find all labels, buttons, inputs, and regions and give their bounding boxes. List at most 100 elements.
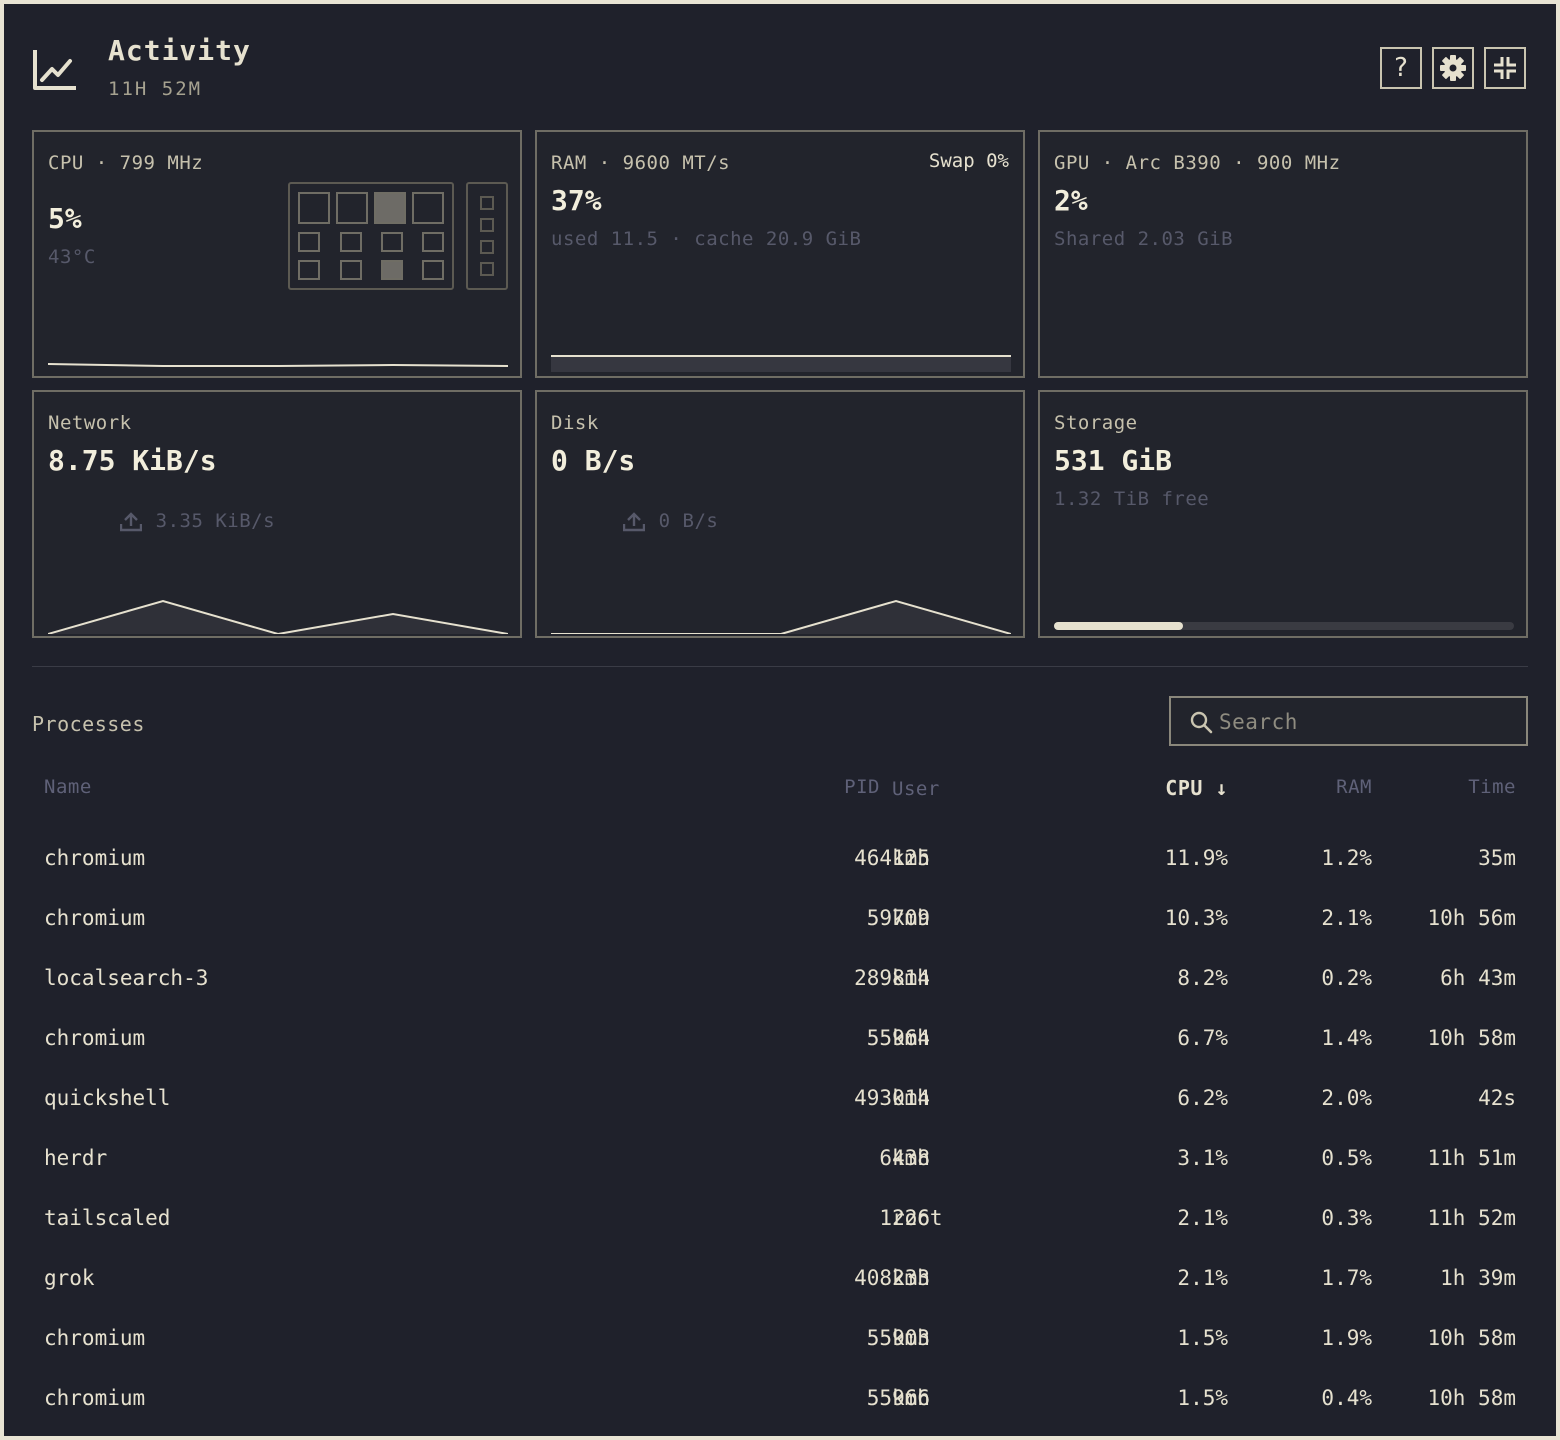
process-name: chromium bbox=[44, 846, 146, 870]
ram-detail: used 11.5 · cache 20.9 GiB bbox=[551, 228, 862, 250]
network-upload-value: 3.35 KiB/s bbox=[155, 510, 276, 532]
process-name: herdr bbox=[44, 1146, 108, 1170]
process-ram: 1.2% bbox=[1321, 846, 1372, 870]
process-cpu: 6.2% bbox=[1177, 1086, 1228, 1110]
process-time: 10h 58m bbox=[1427, 1326, 1516, 1350]
table-row[interactable]: tailscaled 1226 root 2.1% 0.3% 11h 52m bbox=[4, 1190, 1556, 1250]
process-cpu: 6.7% bbox=[1177, 1026, 1228, 1050]
process-name: quickshell bbox=[44, 1086, 171, 1110]
storage-bar bbox=[1054, 622, 1514, 630]
process-pid: 6438 bbox=[879, 1146, 930, 1170]
process-user: kmh bbox=[892, 846, 930, 870]
storage-free: 1.32 TiB free bbox=[1054, 488, 1210, 510]
cpu-core bbox=[340, 260, 362, 280]
disk-read-value: 0 B/s bbox=[551, 444, 636, 477]
network-card-title: Network bbox=[48, 412, 132, 434]
process-name: chromium bbox=[44, 1026, 146, 1050]
process-time: 6h 43m bbox=[1440, 966, 1516, 990]
cpu-core bbox=[480, 218, 494, 232]
process-cpu: 3.1% bbox=[1177, 1146, 1228, 1170]
collapse-icon bbox=[1494, 57, 1516, 79]
process-time: 11h 52m bbox=[1427, 1206, 1516, 1230]
process-cpu: 2.1% bbox=[1177, 1266, 1228, 1290]
process-user: root bbox=[892, 1206, 943, 1230]
cpu-card-title: CPU · 799 MHz bbox=[48, 152, 204, 174]
disk-card[interactable]: Disk 0 B/s 0 B/s bbox=[535, 390, 1025, 638]
search-icon bbox=[1190, 711, 1213, 734]
gpu-shared-memory: Shared 2.03 GiB bbox=[1054, 228, 1234, 250]
cpu-usage-value: 5% bbox=[48, 202, 82, 235]
table-row[interactable]: herdr 6438 kmh 3.1% 0.5% 11h 51m bbox=[4, 1130, 1556, 1190]
column-header-user[interactable]: User bbox=[892, 778, 940, 800]
process-cpu: 11.9% bbox=[1164, 846, 1228, 870]
process-cpu: 8.2% bbox=[1177, 966, 1228, 990]
ram-history-graph bbox=[551, 355, 1011, 372]
column-header-time[interactable]: Time bbox=[1468, 776, 1516, 798]
settings-button[interactable] bbox=[1432, 47, 1474, 89]
process-ram: 0.5% bbox=[1321, 1146, 1372, 1170]
network-download-value: 8.75 KiB/s bbox=[48, 444, 217, 477]
process-pid: 59709 bbox=[866, 906, 930, 930]
table-row[interactable]: chromium 55966 kmh 1.5% 0.4% 10h 58m bbox=[4, 1370, 1556, 1430]
process-ram: 0.2% bbox=[1321, 966, 1372, 990]
ram-card[interactable]: RAM · 9600 MT/s Swap 0% 37% used 11.5 · … bbox=[535, 130, 1025, 378]
storage-card-title: Storage bbox=[1054, 412, 1138, 434]
column-header-ram[interactable]: RAM bbox=[1336, 776, 1372, 798]
help-button[interactable]: ? bbox=[1380, 47, 1422, 89]
cpu-core bbox=[336, 192, 368, 224]
storage-card[interactable]: Storage 531 GiB 1.32 TiB free bbox=[1038, 390, 1528, 638]
table-row[interactable]: chromium 464125 kmh 11.9% 1.2% 35m bbox=[4, 830, 1556, 890]
process-pid: 55903 bbox=[866, 1326, 930, 1350]
process-user: kmh bbox=[892, 1266, 930, 1290]
cpu-card[interactable]: CPU · 799 MHz 5% 43°C bbox=[32, 130, 522, 378]
cpu-temperature: 43°C bbox=[48, 246, 96, 268]
cpu-core bbox=[422, 232, 444, 252]
process-time: 11h 51m bbox=[1427, 1146, 1516, 1170]
process-time: 35m bbox=[1478, 846, 1516, 870]
cpu-core bbox=[412, 192, 444, 224]
search-box[interactable] bbox=[1169, 696, 1528, 746]
process-user: kmh bbox=[892, 906, 930, 930]
process-user: kmh bbox=[892, 1386, 930, 1410]
upload-icon bbox=[119, 511, 142, 531]
column-header-name[interactable]: Name bbox=[44, 776, 92, 798]
cpu-core bbox=[422, 260, 444, 280]
cpu-history-graph bbox=[48, 363, 508, 367]
process-time: 42s bbox=[1478, 1086, 1516, 1110]
line-chart-icon bbox=[33, 50, 76, 90]
cpu-core bbox=[480, 240, 494, 254]
process-user: kmh bbox=[892, 1326, 930, 1350]
cpu-core bbox=[298, 232, 320, 252]
process-user: kmh bbox=[892, 1026, 930, 1050]
network-card[interactable]: Network 8.75 KiB/s 3.35 KiB/s bbox=[32, 390, 522, 638]
collapse-button[interactable] bbox=[1484, 47, 1526, 89]
gpu-card[interactable]: GPU · Arc B390 · 900 MHz 2% Shared 2.03 … bbox=[1038, 130, 1528, 378]
process-cpu: 2.1% bbox=[1177, 1206, 1228, 1230]
disk-history-graph bbox=[551, 599, 1011, 634]
table-row[interactable]: grok 408233 kmh 2.1% 1.7% 1h 39m bbox=[4, 1250, 1556, 1310]
process-cpu: 10.3% bbox=[1164, 906, 1228, 930]
cpu-efficiency-cores bbox=[466, 182, 508, 290]
process-pid: 464125 bbox=[854, 846, 930, 870]
table-row[interactable]: chromium 55903 kmh 1.5% 1.9% 10h 58m bbox=[4, 1310, 1556, 1370]
process-pid: 408233 bbox=[854, 1266, 930, 1290]
table-row[interactable]: chromium 59709 kmh 10.3% 2.1% 10h 56m bbox=[4, 890, 1556, 950]
column-header-pid[interactable]: PID bbox=[844, 776, 880, 798]
table-row[interactable]: chromium 55964 kmh 6.7% 1.4% 10h 58m bbox=[4, 1010, 1556, 1070]
search-input[interactable] bbox=[1217, 704, 1521, 740]
process-cpu: 1.5% bbox=[1177, 1386, 1228, 1410]
header: Activity 11H 52M ? bbox=[4, 4, 1556, 114]
cpu-core bbox=[381, 260, 403, 280]
disk-card-title: Disk bbox=[551, 412, 599, 434]
cpu-core bbox=[480, 262, 494, 276]
network-upload: 3.35 KiB/s bbox=[48, 488, 275, 554]
process-pid: 55964 bbox=[866, 1026, 930, 1050]
table-row[interactable]: localsearch-3 289814 kmh 8.2% 0.2% 6h 43m bbox=[4, 950, 1556, 1010]
gpu-card-title: GPU · Arc B390 · 900 MHz bbox=[1054, 152, 1341, 174]
table-row[interactable]: quickshell 493014 kmh 6.2% 2.0% 42s bbox=[4, 1070, 1556, 1130]
ram-card-title: RAM · 9600 MT/s bbox=[551, 152, 731, 174]
process-name: grok bbox=[44, 1266, 95, 1290]
process-ram: 2.0% bbox=[1321, 1086, 1372, 1110]
process-time: 10h 58m bbox=[1427, 1386, 1516, 1410]
column-header-cpu[interactable]: CPU ↓ bbox=[1165, 776, 1228, 800]
